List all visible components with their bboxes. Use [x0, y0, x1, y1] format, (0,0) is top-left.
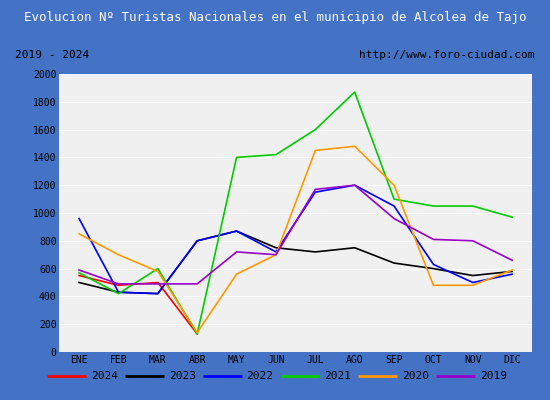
Text: 2022: 2022 [246, 371, 273, 381]
Text: 2020: 2020 [402, 371, 429, 381]
Text: 2024: 2024 [91, 371, 118, 381]
Text: 2021: 2021 [324, 371, 351, 381]
Text: 2023: 2023 [169, 371, 196, 381]
Text: Evolucion Nº Turistas Nacionales en el municipio de Alcolea de Tajo: Evolucion Nº Turistas Nacionales en el m… [24, 12, 526, 24]
Text: 2019: 2019 [480, 371, 507, 381]
Text: http://www.foro-ciudad.com: http://www.foro-ciudad.com [359, 50, 535, 60]
Text: 2019 - 2024: 2019 - 2024 [15, 50, 90, 60]
